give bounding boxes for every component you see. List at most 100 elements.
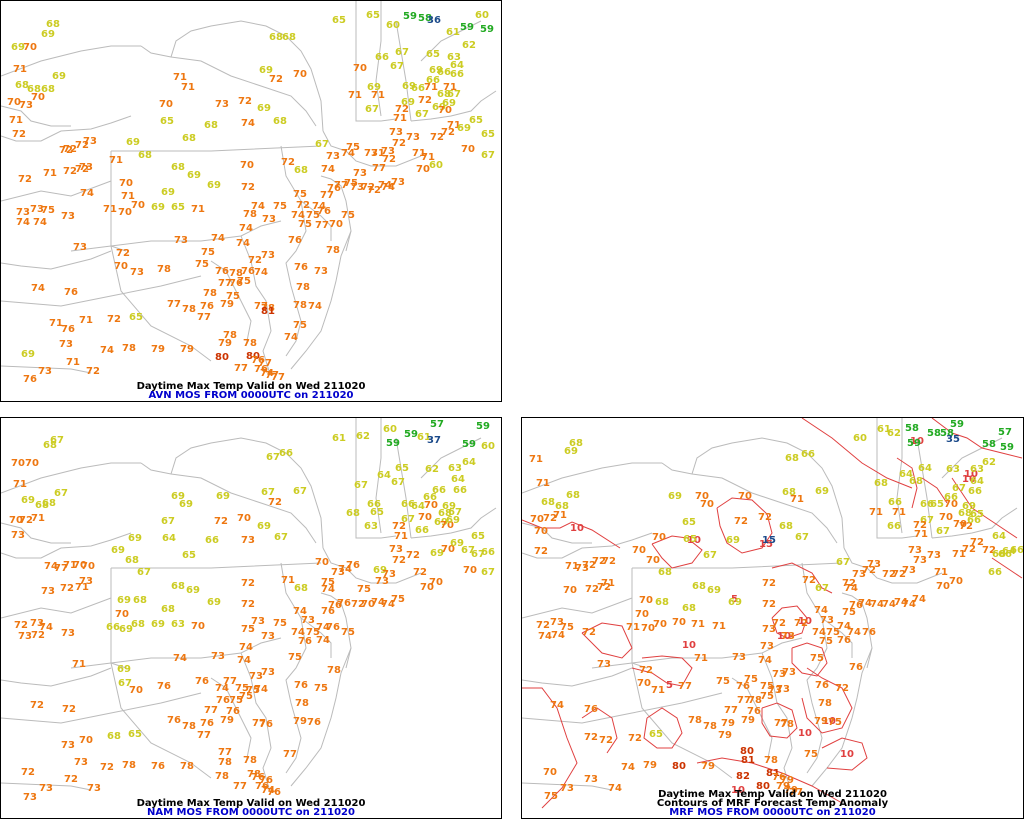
station-temp: 74 — [293, 606, 307, 617]
station-temp: 73 — [261, 667, 275, 678]
station-temp: 75 — [357, 584, 371, 595]
station-temp: 69 — [21, 495, 35, 506]
contour-label: 10 — [777, 631, 791, 642]
station-temp: 78 — [218, 757, 232, 768]
station-temp: 69 — [117, 664, 131, 675]
station-temp: 67 — [161, 516, 175, 527]
station-temp: 72 — [599, 735, 613, 746]
station-temp: 73 — [331, 567, 345, 578]
station-temp: 72 — [21, 767, 35, 778]
station-temp: 77 — [218, 747, 232, 758]
station-temp: 72 — [63, 166, 77, 177]
station-temp: 69 — [450, 538, 464, 549]
station-temp: 68 — [909, 476, 923, 487]
station-temp: 71 — [393, 113, 407, 124]
station-temp: 71 — [790, 494, 804, 505]
station-temp: 73 — [87, 783, 101, 794]
station-temp: 69 — [11, 42, 25, 53]
station-temp: 71 — [601, 578, 615, 589]
anomaly-contour — [801, 667, 853, 734]
station-temp: 72 — [361, 182, 375, 193]
station-temp: 65 — [682, 517, 696, 528]
station-temp: 68 — [555, 501, 569, 512]
station-temp: 73 — [391, 177, 405, 188]
station-temp: 74 — [100, 345, 114, 356]
station-temp: 67 — [471, 549, 485, 560]
station-temp: 73 — [79, 162, 93, 173]
anomaly-contour — [896, 457, 918, 509]
station-temp: 69 — [402, 81, 416, 92]
station-temp: 67 — [815, 583, 829, 594]
station-temp: 59 — [1000, 442, 1014, 453]
station-temp: 79 — [701, 761, 715, 772]
station-temp: 72 — [597, 582, 611, 593]
station-temp: 75 — [810, 653, 824, 664]
station-temp: 72 — [281, 157, 295, 168]
station-temp: 71 — [173, 72, 187, 83]
station-temp: 66 — [1010, 545, 1023, 556]
station-temp: 79 — [780, 775, 794, 786]
station-temp: 80 — [740, 746, 754, 757]
anomaly-contour — [643, 707, 683, 749]
station-temp: 69 — [432, 102, 446, 113]
station-temp: 65 — [930, 499, 944, 510]
contour-label: 10 — [682, 640, 696, 651]
station-temp: 69 — [187, 170, 201, 181]
state-boundary — [821, 617, 853, 658]
station-temp: 74 — [16, 217, 30, 228]
station-temp: 74 — [812, 627, 826, 638]
station-temp: 75 — [298, 219, 312, 230]
station-temp: 75 — [239, 691, 253, 702]
state-boundary — [1, 522, 71, 544]
station-temp: 72 — [392, 521, 406, 532]
station-temp: 59 — [907, 438, 921, 449]
station-temp: 73 — [782, 667, 796, 678]
station-temp: 70 — [416, 164, 430, 175]
station-temp: 73 — [927, 550, 941, 561]
station-temp: 73 — [215, 99, 229, 110]
station-temp: 69 — [119, 624, 133, 635]
state-boundary — [522, 462, 662, 494]
contour-label: 5 — [666, 680, 673, 691]
state-boundary — [280, 562, 307, 774]
station-temp: 68 — [992, 549, 1006, 560]
station-temp: 73 — [768, 685, 782, 696]
station-temp: 59 — [404, 429, 418, 440]
station-temp: 71 — [892, 507, 906, 518]
station-temp: 66 — [801, 449, 815, 460]
station-temp: 78 — [295, 698, 309, 709]
state-boundary — [375, 418, 382, 534]
station-temp: 70 — [635, 609, 649, 620]
station-temp: 73 — [350, 182, 364, 193]
station-temp: 71 — [447, 120, 461, 131]
station-temp: 72 — [592, 556, 606, 567]
station-temp: 70 — [79, 735, 93, 746]
station-temp: 68 — [692, 581, 706, 592]
state-boundary — [322, 130, 347, 152]
station-temp: 78 — [296, 282, 310, 293]
station-temp: 69 — [728, 597, 742, 608]
state-boundary — [345, 567, 422, 584]
nam-source: NAM MOS FROM 0000UTC on 211020 — [147, 807, 355, 818]
station-temp: 77 — [218, 278, 232, 289]
station-temp: 69 — [257, 103, 271, 114]
station-temp: 72 — [970, 537, 984, 548]
station-temp: 71 — [536, 478, 550, 489]
station-temp: 67 — [354, 480, 368, 491]
station-temp: 74 — [538, 631, 552, 642]
station-temp: 59 — [480, 24, 494, 35]
station-temp: 69 — [373, 565, 387, 576]
station-temp: 67 — [395, 47, 409, 58]
station-temp: 74 — [894, 597, 908, 608]
station-temp: 70 — [652, 532, 666, 543]
station-temp: 75 — [314, 683, 328, 694]
station-temp: 76 — [200, 301, 214, 312]
station-temp: 73 — [16, 207, 30, 218]
station-temp: 71 — [79, 315, 93, 326]
station-temp: 78 — [247, 769, 261, 780]
station-temp: 70 — [293, 69, 307, 80]
station-temp: 63 — [946, 464, 960, 475]
station-temp: 73 — [74, 757, 88, 768]
station-temp: 67 — [266, 452, 280, 463]
